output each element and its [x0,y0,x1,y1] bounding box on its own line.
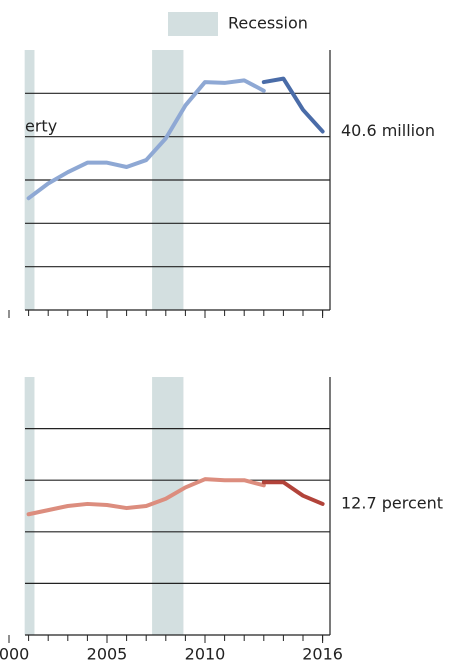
end-label: 12.7 percent [341,493,443,512]
x-tick-label: 2000 [0,645,29,664]
legend-label: Recession [228,14,308,33]
x-tick-label: 2010 [185,645,226,664]
x-tick-label: 2016 [302,645,343,664]
series-line [261,76,325,134]
end-label: 40.6 million [341,121,435,140]
recession-band [152,377,184,635]
series-line [261,480,325,506]
x-tick-label: 2005 [87,645,128,664]
series-line [26,78,266,201]
legend-swatch [168,12,218,36]
recession-band [24,377,35,635]
series-line [26,477,266,517]
series-label: erty [25,117,57,136]
